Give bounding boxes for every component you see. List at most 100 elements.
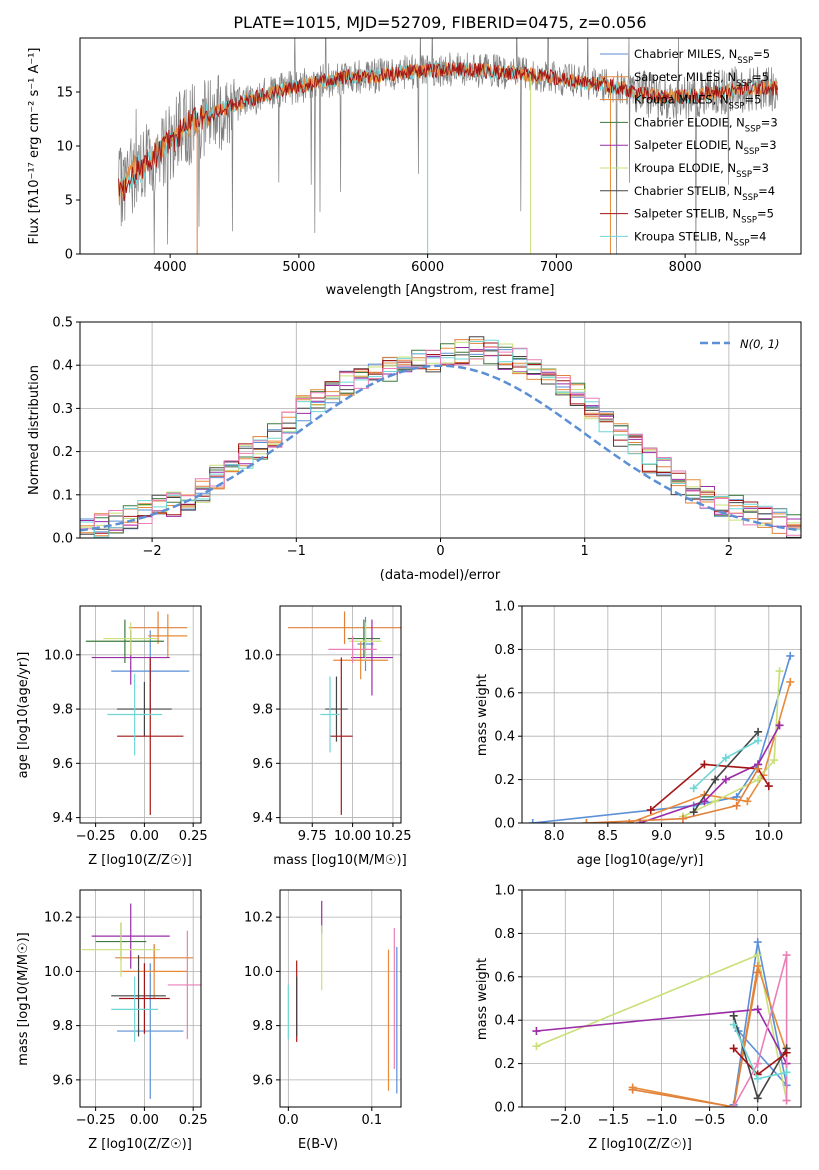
mw-age-ytick-label-4: 0.8 xyxy=(494,643,515,658)
age-metal-ytick-label-3: 10.0 xyxy=(44,648,73,663)
mw-metal-series-0 xyxy=(732,941,788,1105)
spectrum-legend-entry-3: Chabrier ELODIE, NSSP=3 xyxy=(634,115,778,134)
mw-metal-plot-area xyxy=(532,938,791,1107)
mw-age-marker-1-2 xyxy=(743,797,752,806)
mw-age-series-7 xyxy=(586,768,759,823)
age-mass-xtick-label-1: 10.00 xyxy=(334,829,371,844)
mw-age-marker-6-2 xyxy=(754,736,763,745)
mw-age-marker-7-1 xyxy=(678,814,687,823)
mw-age-marker-4-3 xyxy=(764,782,773,791)
mw-metal-marker-5-1 xyxy=(753,1059,762,1068)
mw-metal-series-5 xyxy=(732,954,788,1107)
age-mass-ytick-label-3: 10.0 xyxy=(244,648,273,663)
mw-metal-marker-5-0 xyxy=(729,1103,738,1107)
age-metal-ytick-label-2: 9.8 xyxy=(52,703,73,718)
age-metal-ytick-label-0: 9.4 xyxy=(52,811,73,826)
mass-metal-plot-area xyxy=(81,903,201,1099)
mw-age-marker-4-0 xyxy=(646,805,655,814)
mass-metal-ytick-label-1: 9.8 xyxy=(52,1019,73,1034)
mass-metal-ytick-label-2: 10.0 xyxy=(44,965,73,980)
spectrum-xtick-label-1: 5000 xyxy=(282,260,315,275)
mw-metal-ytick-label-2: 0.4 xyxy=(494,1014,515,1029)
mass-metal-xtick-label-2: 0.25 xyxy=(179,1113,208,1128)
spectrum-xtick-label-3: 7000 xyxy=(540,260,573,275)
mw-metal-xlabel: Z [log10(Z/Z☉)] xyxy=(588,1137,692,1152)
mw-metal-marker-8-1 xyxy=(753,1074,762,1083)
residuals-ylabel: Normed distribution xyxy=(27,365,42,495)
spectrum-legend-entry-6: Chabrier STELIB, NSSP=4 xyxy=(634,184,775,203)
mw-metal-xtick-label-4: 0.0 xyxy=(747,1113,768,1128)
mw-age-marker-3-4 xyxy=(775,721,784,730)
spectrum-legend-entry-0: Chabrier MILES, NSSP=5 xyxy=(634,47,770,66)
mass-metal-xtick-label-1: 0.00 xyxy=(130,1113,159,1128)
residual-histogram-3 xyxy=(80,343,801,538)
mw-age-xtick-label-3: 9.5 xyxy=(705,829,726,844)
mw-age-ylabel: mass weight xyxy=(475,674,490,756)
spectrum-plot-area xyxy=(118,38,779,254)
residuals-xtick-label-3: 1 xyxy=(581,544,589,559)
mw-age-marker-5-1 xyxy=(711,775,720,784)
spectrum-model-line xyxy=(118,61,779,202)
mw-metal-marker-7-0 xyxy=(729,1044,738,1053)
age-metal-xlabel: Z [log10(Z/Z☉)] xyxy=(88,853,192,868)
spectrum-xtick-label-2: 6000 xyxy=(411,260,444,275)
residuals-ytick-label-0: 0.0 xyxy=(52,532,73,547)
mw-metal-marker-4-2 xyxy=(753,968,762,977)
mass-ebv-ytick-label-1: 9.8 xyxy=(252,1019,273,1034)
mw-metal-xtick-label-0: −2.0 xyxy=(550,1113,582,1128)
age-metal-plot-area xyxy=(85,611,190,815)
spectrum-title: PLATE=1015, MJD=52709, FIBERID=0475, z=0… xyxy=(233,13,646,32)
mass-ebv-xlabel: E(B-V) xyxy=(298,1137,338,1152)
age-mass-ytick-label-0: 9.4 xyxy=(252,811,273,826)
mass-ebv-ytick-label-0: 9.6 xyxy=(252,1073,273,1088)
spectrum-legend-entry-4: Salpeter ELODIE, NSSP=3 xyxy=(634,138,777,157)
age-metal-frame xyxy=(79,605,202,824)
spectrum-xtick-label-0: 4000 xyxy=(154,260,187,275)
mw-age-marker-7-2 xyxy=(732,801,741,810)
residuals-ytick-label-4: 0.4 xyxy=(52,359,73,374)
mass-ebv-xtick-label-1: 0.1 xyxy=(361,1113,382,1128)
spectrum-ylabel: Flux [fλ10⁻¹⁷ erg cm⁻² s⁻¹ A⁻¹] xyxy=(27,48,42,245)
spectrum-data-line xyxy=(118,38,779,254)
spectrum-legend-entry-7: Salpeter STELIB, NSSP=5 xyxy=(634,207,774,226)
gaussian-legend-label: N(0, 1) xyxy=(740,337,780,351)
mw-metal-marker-6-1 xyxy=(753,1094,762,1103)
mw-metal-ytick-label-0: 0.0 xyxy=(494,1101,515,1116)
mw-age-ytick-label-5: 1.0 xyxy=(494,600,515,615)
mw-metal-marker-2-0 xyxy=(532,1027,541,1036)
mw-metal-xtick-label-3: −0.5 xyxy=(694,1113,726,1128)
mass-ebv-plot-area xyxy=(287,900,398,1094)
mw-age-ytick-label-3: 0.6 xyxy=(494,686,515,701)
spectrum-xlabel: wavelength [Angstrom, rest frame] xyxy=(326,283,555,298)
mw-metal-marker-0-1 xyxy=(753,938,762,947)
mw-metal-marker-5-2 xyxy=(782,951,791,960)
mass-metal-ytick-label-3: 10.2 xyxy=(44,911,73,926)
mw-age-marker-2-3 xyxy=(770,756,779,765)
mw-metal-ytick-label-4: 0.8 xyxy=(494,927,515,942)
mw-metal-ytick-label-3: 0.6 xyxy=(494,970,515,985)
mass-ebv-ytick-label-3: 10.2 xyxy=(244,911,273,926)
mass-metal-frame xyxy=(79,889,202,1108)
mw-age-xtick-label-0: 8.0 xyxy=(544,829,565,844)
residuals-xtick-label-0: −2 xyxy=(143,544,162,559)
mw-age-xtick-label-1: 8.5 xyxy=(598,829,619,844)
mw-age-ytick-label-1: 0.2 xyxy=(494,773,515,788)
age-mass-frame xyxy=(279,605,402,824)
mass-metal-ylabel: mass [log10(M/M☉)] xyxy=(16,932,31,1065)
mw-metal-ytick-label-5: 1.0 xyxy=(494,884,515,899)
mw-metal-xtick-label-2: −1.0 xyxy=(646,1113,678,1128)
spectrum-ytick-label-1: 5 xyxy=(65,194,73,209)
age-metal-ytick-label-1: 9.6 xyxy=(52,757,73,772)
age-mass-ytick-label-2: 9.8 xyxy=(252,703,273,718)
residuals-xtick-label-2: 0 xyxy=(436,544,444,559)
mw-age-marker-5-0 xyxy=(689,808,698,817)
residuals-xlabel: (data-model)/error xyxy=(380,568,501,583)
residuals-ytick-label-3: 0.3 xyxy=(52,402,73,417)
mw-age-marker-5-2 xyxy=(754,727,763,736)
mw-metal-marker-4-0 xyxy=(628,1085,637,1094)
spectrum-ytick-label-2: 10 xyxy=(56,140,73,155)
mw-age-marker-1-4 xyxy=(786,677,795,686)
mw-metal-frame xyxy=(521,889,802,1108)
residuals-frame xyxy=(79,321,802,539)
residuals-ytick-label-1: 0.1 xyxy=(52,488,73,503)
